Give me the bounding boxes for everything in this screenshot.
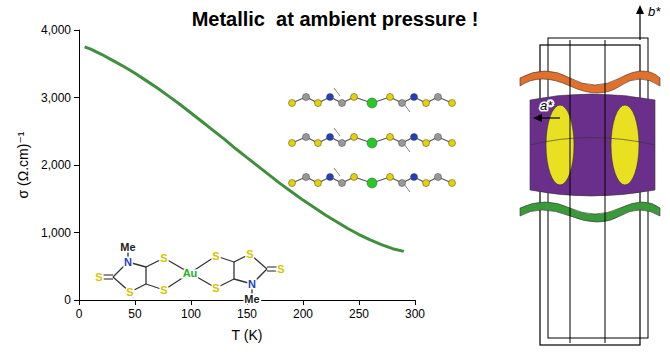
svg-text:200: 200 <box>293 307 313 321</box>
svg-text:S: S <box>212 250 219 262</box>
svg-text:b*: b* <box>648 4 661 19</box>
svg-text:T (K): T (K) <box>232 327 263 343</box>
svg-text:0: 0 <box>64 293 71 307</box>
svg-text:N: N <box>124 256 132 268</box>
svg-text:Au: Au <box>183 267 198 279</box>
svg-text:1,000: 1,000 <box>41 226 71 240</box>
svg-text:S: S <box>95 271 102 283</box>
svg-text:S: S <box>246 248 253 260</box>
svg-text:S: S <box>160 252 167 264</box>
svg-text:250: 250 <box>349 307 369 321</box>
svg-text:150: 150 <box>237 307 257 321</box>
svg-text:Metallic at ambient pressure: Metallic at ambient pressure ! <box>192 8 479 30</box>
svg-text:N: N <box>248 278 256 290</box>
svg-text:a*: a* <box>540 98 553 113</box>
svg-text:σ (Ω.cm)⁻¹: σ (Ω.cm)⁻¹ <box>15 131 31 198</box>
svg-text:S: S <box>126 286 133 298</box>
svg-text:100: 100 <box>181 307 201 321</box>
svg-text:S: S <box>212 282 219 294</box>
svg-text:S: S <box>277 263 284 275</box>
svg-text:Me: Me <box>120 241 135 253</box>
svg-text:Me: Me <box>244 293 259 305</box>
svg-text:2,000: 2,000 <box>41 158 71 172</box>
svg-text:3,000: 3,000 <box>41 91 71 105</box>
svg-text:50: 50 <box>128 307 142 321</box>
svg-text:S: S <box>160 284 167 296</box>
svg-text:300: 300 <box>405 307 425 321</box>
svg-text:0: 0 <box>76 307 83 321</box>
svg-text:4,000: 4,000 <box>41 23 71 37</box>
